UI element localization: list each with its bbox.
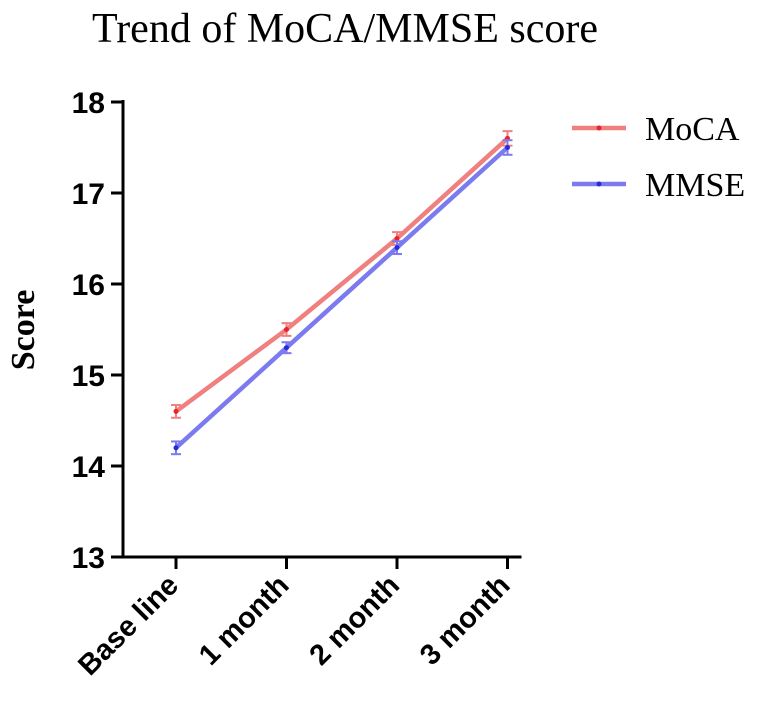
data-point — [173, 445, 179, 451]
y-tick-label: 17 — [72, 178, 105, 211]
x-tick-label: Base line — [72, 569, 185, 682]
legend-label: MMSE — [645, 167, 745, 204]
legend: MoCA MMSE — [572, 111, 745, 204]
axes — [121, 100, 522, 559]
data-point — [505, 145, 510, 150]
data-point — [284, 345, 289, 351]
data-point — [284, 327, 289, 332]
y-ticks: 13 14 15 16 17 18 — [72, 87, 123, 575]
data-point — [173, 408, 179, 414]
y-tick-label: 16 — [72, 269, 105, 302]
y-tick-label: 14 — [72, 451, 106, 484]
series-line — [174, 136, 510, 414]
legend-marker — [596, 181, 602, 187]
series-moca — [171, 130, 513, 419]
series-mmse — [171, 139, 513, 456]
data-point — [394, 245, 400, 251]
x-tick-label: 2 month — [304, 569, 406, 671]
x-tick-label: 1 month — [193, 569, 295, 671]
legend-marker — [596, 125, 602, 131]
y-tick-label: 15 — [72, 360, 105, 393]
legend-label: MoCA — [645, 111, 740, 148]
x-ticks: Base line 1 month 2 month 3 month — [72, 557, 516, 682]
chart-title: Trend of MoCA/MMSE score — [92, 6, 598, 52]
x-tick-label: 3 month — [414, 569, 516, 671]
series-line — [174, 145, 510, 450]
data-point — [394, 236, 400, 241]
y-tick-label: 18 — [72, 87, 105, 120]
y-axis-label: Score — [5, 290, 42, 371]
y-tick-label: 13 — [72, 542, 105, 575]
series-layer — [171, 130, 513, 456]
